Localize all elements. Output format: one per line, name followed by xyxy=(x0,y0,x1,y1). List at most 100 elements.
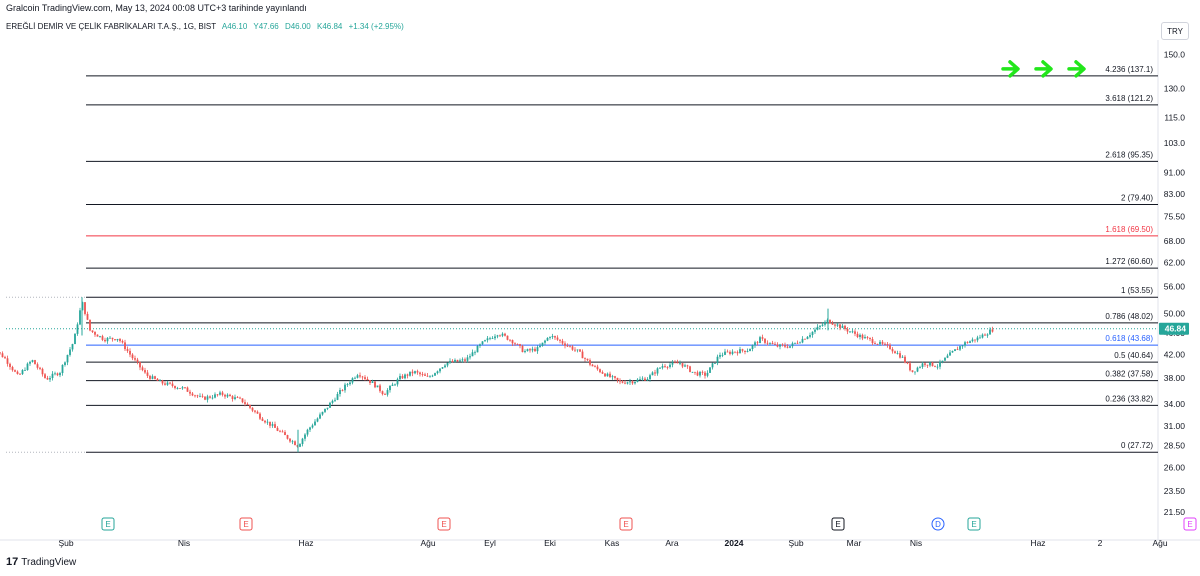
earnings-marker xyxy=(437,517,451,531)
green-arrow-icon xyxy=(1034,60,1053,78)
candle-body xyxy=(26,363,29,371)
candle-body xyxy=(764,338,766,343)
candle-body xyxy=(886,344,889,345)
candle-body xyxy=(139,361,141,368)
candle-body xyxy=(841,325,844,328)
candle-body xyxy=(879,341,881,345)
candle-body xyxy=(691,371,694,373)
fib-level-label: 1.272 (60.60) xyxy=(1105,257,1153,266)
candle-body xyxy=(654,372,656,374)
candle-body xyxy=(769,342,771,344)
time-tick-label: Mar xyxy=(847,538,862,548)
candle-body xyxy=(581,351,584,359)
candle-body xyxy=(344,384,346,391)
candle-body xyxy=(591,364,594,367)
price-tick-label: 21.50 xyxy=(1164,507,1186,517)
price-tick-label: 83.00 xyxy=(1164,189,1186,199)
fibonacci-extension[interactable]: 4.236 (137.1) 3.618 (121.2) 2.618 (95.35) 2… xyxy=(6,65,1158,453)
candle-body xyxy=(564,343,566,346)
candle-body xyxy=(364,377,366,379)
candle-body xyxy=(496,335,499,337)
candle-body xyxy=(651,372,654,376)
candle-body xyxy=(854,331,856,334)
candle-body xyxy=(869,337,871,340)
candle-body xyxy=(211,397,214,399)
candle-body xyxy=(639,379,641,380)
candle-body xyxy=(669,364,671,368)
time-axis[interactable]: Şub Nis Haz Ağu Eyl Eki Kas Ara 2024 Şub Mar Nis Haz… xyxy=(58,538,1200,548)
candle-body xyxy=(684,365,686,367)
candle-body xyxy=(239,397,241,399)
candle-body xyxy=(39,367,41,369)
candle-body xyxy=(829,319,831,324)
candle-body xyxy=(806,336,809,340)
candle-body xyxy=(961,345,964,347)
price-axis[interactable]: 150.0 130.0 115.0 103.0 91.00 83.00 75.50 68.00… xyxy=(1159,50,1189,517)
candle-body xyxy=(316,418,319,422)
open-value: A46.10 xyxy=(221,22,248,31)
candle-body xyxy=(76,324,79,334)
candle-body xyxy=(284,432,286,436)
candle-body xyxy=(501,333,504,336)
candle-body xyxy=(61,364,64,374)
candle-body xyxy=(224,394,226,397)
symbol-title[interactable]: EREĞLİ DEMİR VE ÇELİK FABRİKALARI T.A.Ş.… xyxy=(6,22,217,31)
candle-body xyxy=(354,377,356,379)
candle-body xyxy=(866,337,869,338)
candle-body xyxy=(959,346,961,350)
candle-body xyxy=(824,321,826,325)
candle-body xyxy=(781,344,784,346)
candle-body xyxy=(729,351,731,354)
candle-body xyxy=(871,339,874,344)
candle-body xyxy=(766,342,769,344)
candle-body xyxy=(416,371,419,373)
time-tick-label: Haz xyxy=(298,538,313,548)
currency-button[interactable]: TRY xyxy=(1161,22,1189,40)
price-tick-label: 75.50 xyxy=(1164,211,1186,221)
candle-body xyxy=(604,373,606,377)
candle-body xyxy=(454,359,456,363)
candle-body xyxy=(726,351,729,353)
candle-body xyxy=(421,374,424,375)
candle-body xyxy=(381,391,384,395)
candle-body xyxy=(914,371,916,373)
candle-body xyxy=(644,378,646,381)
candle-body xyxy=(451,360,454,363)
candle-body xyxy=(579,349,581,352)
candle-body xyxy=(759,337,761,344)
candle-body xyxy=(509,339,511,341)
candle-body xyxy=(601,372,604,374)
candle-body xyxy=(24,370,26,371)
price-tick-label: 26.00 xyxy=(1164,462,1186,472)
candle-body xyxy=(971,339,974,342)
event-marker-letter: E xyxy=(971,520,976,529)
candle-body xyxy=(989,329,991,335)
candle-body xyxy=(576,349,579,351)
candle-body xyxy=(141,367,144,371)
tradingview-logo-icon: 17 xyxy=(6,556,19,568)
candle-body xyxy=(716,356,719,364)
dividend-marker xyxy=(931,517,945,531)
candle-body xyxy=(261,418,264,421)
candle-body xyxy=(49,378,51,380)
candle-body xyxy=(436,371,439,374)
fib-level-label: 1 (53.55) xyxy=(1121,286,1153,295)
candle-body xyxy=(574,349,576,351)
candle-body xyxy=(86,313,89,320)
candle-body xyxy=(181,387,184,389)
candle-body xyxy=(746,351,749,352)
candle-body xyxy=(724,351,726,355)
candle-body xyxy=(209,396,211,398)
candle-body xyxy=(374,381,376,388)
candle-body xyxy=(949,352,951,356)
candle-body xyxy=(341,390,344,391)
price-tick-label: 103.0 xyxy=(1164,138,1186,148)
candle-body xyxy=(704,372,706,376)
candle-body xyxy=(134,358,136,360)
candle-body xyxy=(979,337,981,339)
price-tick-label: 28.50 xyxy=(1164,441,1186,451)
candle-body xyxy=(241,398,244,403)
candle-body xyxy=(91,330,94,333)
